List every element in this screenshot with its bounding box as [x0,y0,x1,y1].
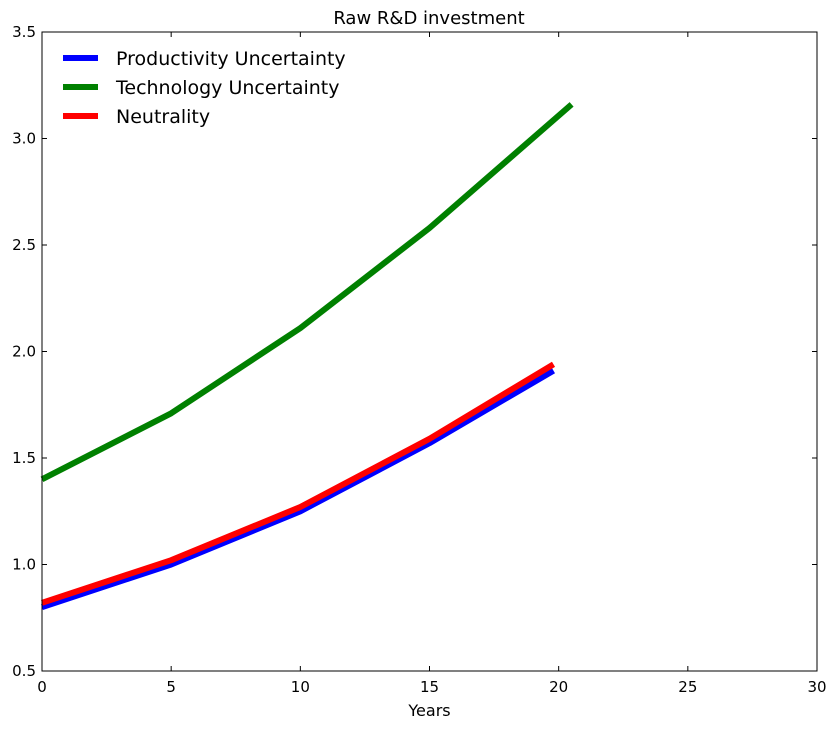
x-tick-label: 30 [807,678,826,696]
x-tick-label: 10 [291,678,310,696]
y-tick-label: 2.5 [12,236,36,254]
series-line-1 [40,102,574,482]
x-axis-label: Years [407,701,450,720]
x-tick-label: 0 [37,678,47,696]
x-tick-label: 5 [166,678,176,696]
chart-title: Raw R&D investment [333,8,524,29]
y-tick-label: 1.0 [12,556,36,574]
y-tick-label: 3.5 [12,23,36,41]
y-tick-label: 2.0 [12,343,36,361]
legend-label-2: Neutrality [116,106,210,128]
series-line-2 [41,361,556,606]
y-tick-label: 0.5 [12,662,36,680]
legend-label-1: Technology Uncertainty [115,77,339,99]
x-tick-label: 15 [420,678,439,696]
x-tick-label: 20 [549,678,568,696]
legend-label-0: Productivity Uncertainty [116,48,346,70]
legend: Productivity Uncertainty Technology Uncer… [63,48,346,128]
x-tick-label: 25 [678,678,697,696]
y-tick-label: 1.5 [12,449,36,467]
series-line-0 [41,368,556,610]
y-tick-label: 3.0 [12,130,36,148]
